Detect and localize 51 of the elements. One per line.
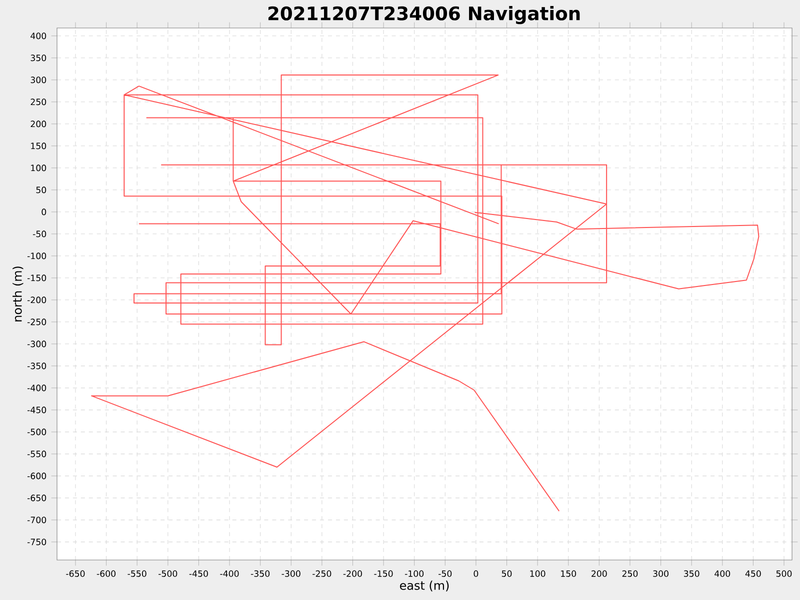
chart-title: 20211207T234006 Navigation <box>268 6 580 24</box>
x-tick-label: -350 <box>250 570 270 577</box>
y-tick-label: -100 <box>27 252 46 260</box>
y-tick-label: 200 <box>30 120 46 128</box>
y-tick-label: 100 <box>31 164 46 172</box>
y-tick-label: -350 <box>27 362 46 370</box>
x-tick-label: 400 <box>714 570 730 577</box>
y-tick-label: 50 <box>36 186 46 194</box>
x-tick-label: 450 <box>745 570 761 577</box>
y-tick-label: -550 <box>27 450 46 458</box>
y-tick-label: 150 <box>31 142 46 150</box>
x-tick-label: -450 <box>189 570 208 577</box>
y-tick-label: 400 <box>30 32 46 40</box>
x-tick-label: -400 <box>220 570 239 577</box>
y-axis-title: north (m) <box>12 266 24 322</box>
y-tick-label: -500 <box>27 428 46 436</box>
y-tick-label: -300 <box>27 340 46 348</box>
x-tick-label: -250 <box>312 570 332 577</box>
x-tick-label: -100 <box>404 570 424 577</box>
x-tick-label: 350 <box>684 570 700 577</box>
x-axis-title: east (m) <box>400 580 449 592</box>
y-tick-label: 350 <box>30 54 46 62</box>
x-tick-label: -200 <box>343 570 362 577</box>
y-tick-label: -750 <box>27 538 46 546</box>
x-tick-label: -50 <box>438 570 452 577</box>
y-tick-label: -650 <box>27 494 46 502</box>
x-tick-label: -500 <box>158 570 178 577</box>
x-tick-label: 250 <box>622 570 638 577</box>
y-tick-label: 300 <box>30 76 46 84</box>
x-tick-label: 200 <box>592 570 607 577</box>
x-tick-label: 500 <box>776 570 792 577</box>
y-tick-label: -150 <box>27 274 46 282</box>
x-tick-label: -650 <box>66 570 85 577</box>
y-tick-label: -50 <box>32 230 46 238</box>
y-tick-label: 250 <box>30 98 46 106</box>
y-tick-label: -250 <box>27 318 46 326</box>
x-tick-label: -300 <box>282 570 300 577</box>
x-tick-label: -600 <box>96 570 116 577</box>
x-tick-label: 300 <box>653 570 668 577</box>
x-tick-label: -150 <box>374 570 393 577</box>
x-tick-label: -550 <box>128 570 146 577</box>
y-tick-label: -700 <box>27 516 46 524</box>
x-tick-label: 100 <box>530 570 546 577</box>
y-tick-label: -400 <box>27 384 46 392</box>
y-tick-label: -450 <box>27 406 46 414</box>
y-tick-label: 0 <box>42 208 46 216</box>
y-tick-label: -200 <box>27 296 46 304</box>
x-tick-label: 150 <box>561 570 576 577</box>
x-tick-label: 50 <box>502 570 512 577</box>
x-tick-label: 0 <box>474 570 478 577</box>
y-tick-label: -600 <box>27 472 46 480</box>
